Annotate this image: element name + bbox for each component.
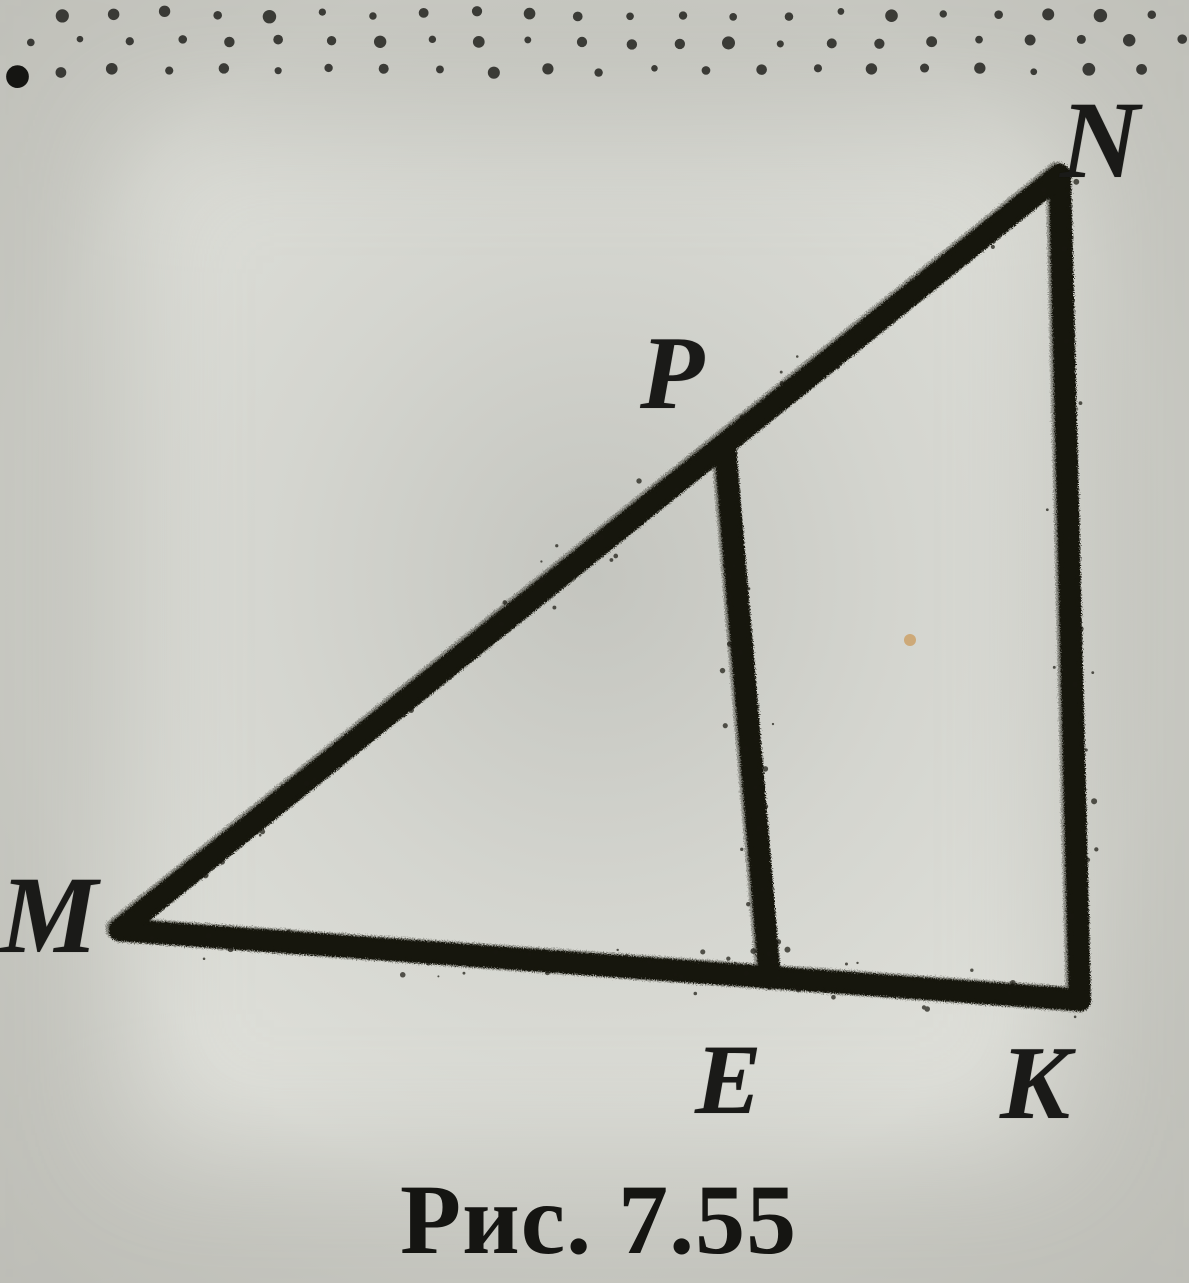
label-K: K xyxy=(1000,1030,1070,1135)
corner-mark: . xyxy=(0,0,36,110)
label-N: N xyxy=(1060,85,1139,195)
label-E: E xyxy=(695,1030,762,1130)
label-M: M xyxy=(0,860,98,970)
figure-caption: Рис. 7.55 xyxy=(400,1170,797,1270)
label-P: P xyxy=(640,320,704,425)
